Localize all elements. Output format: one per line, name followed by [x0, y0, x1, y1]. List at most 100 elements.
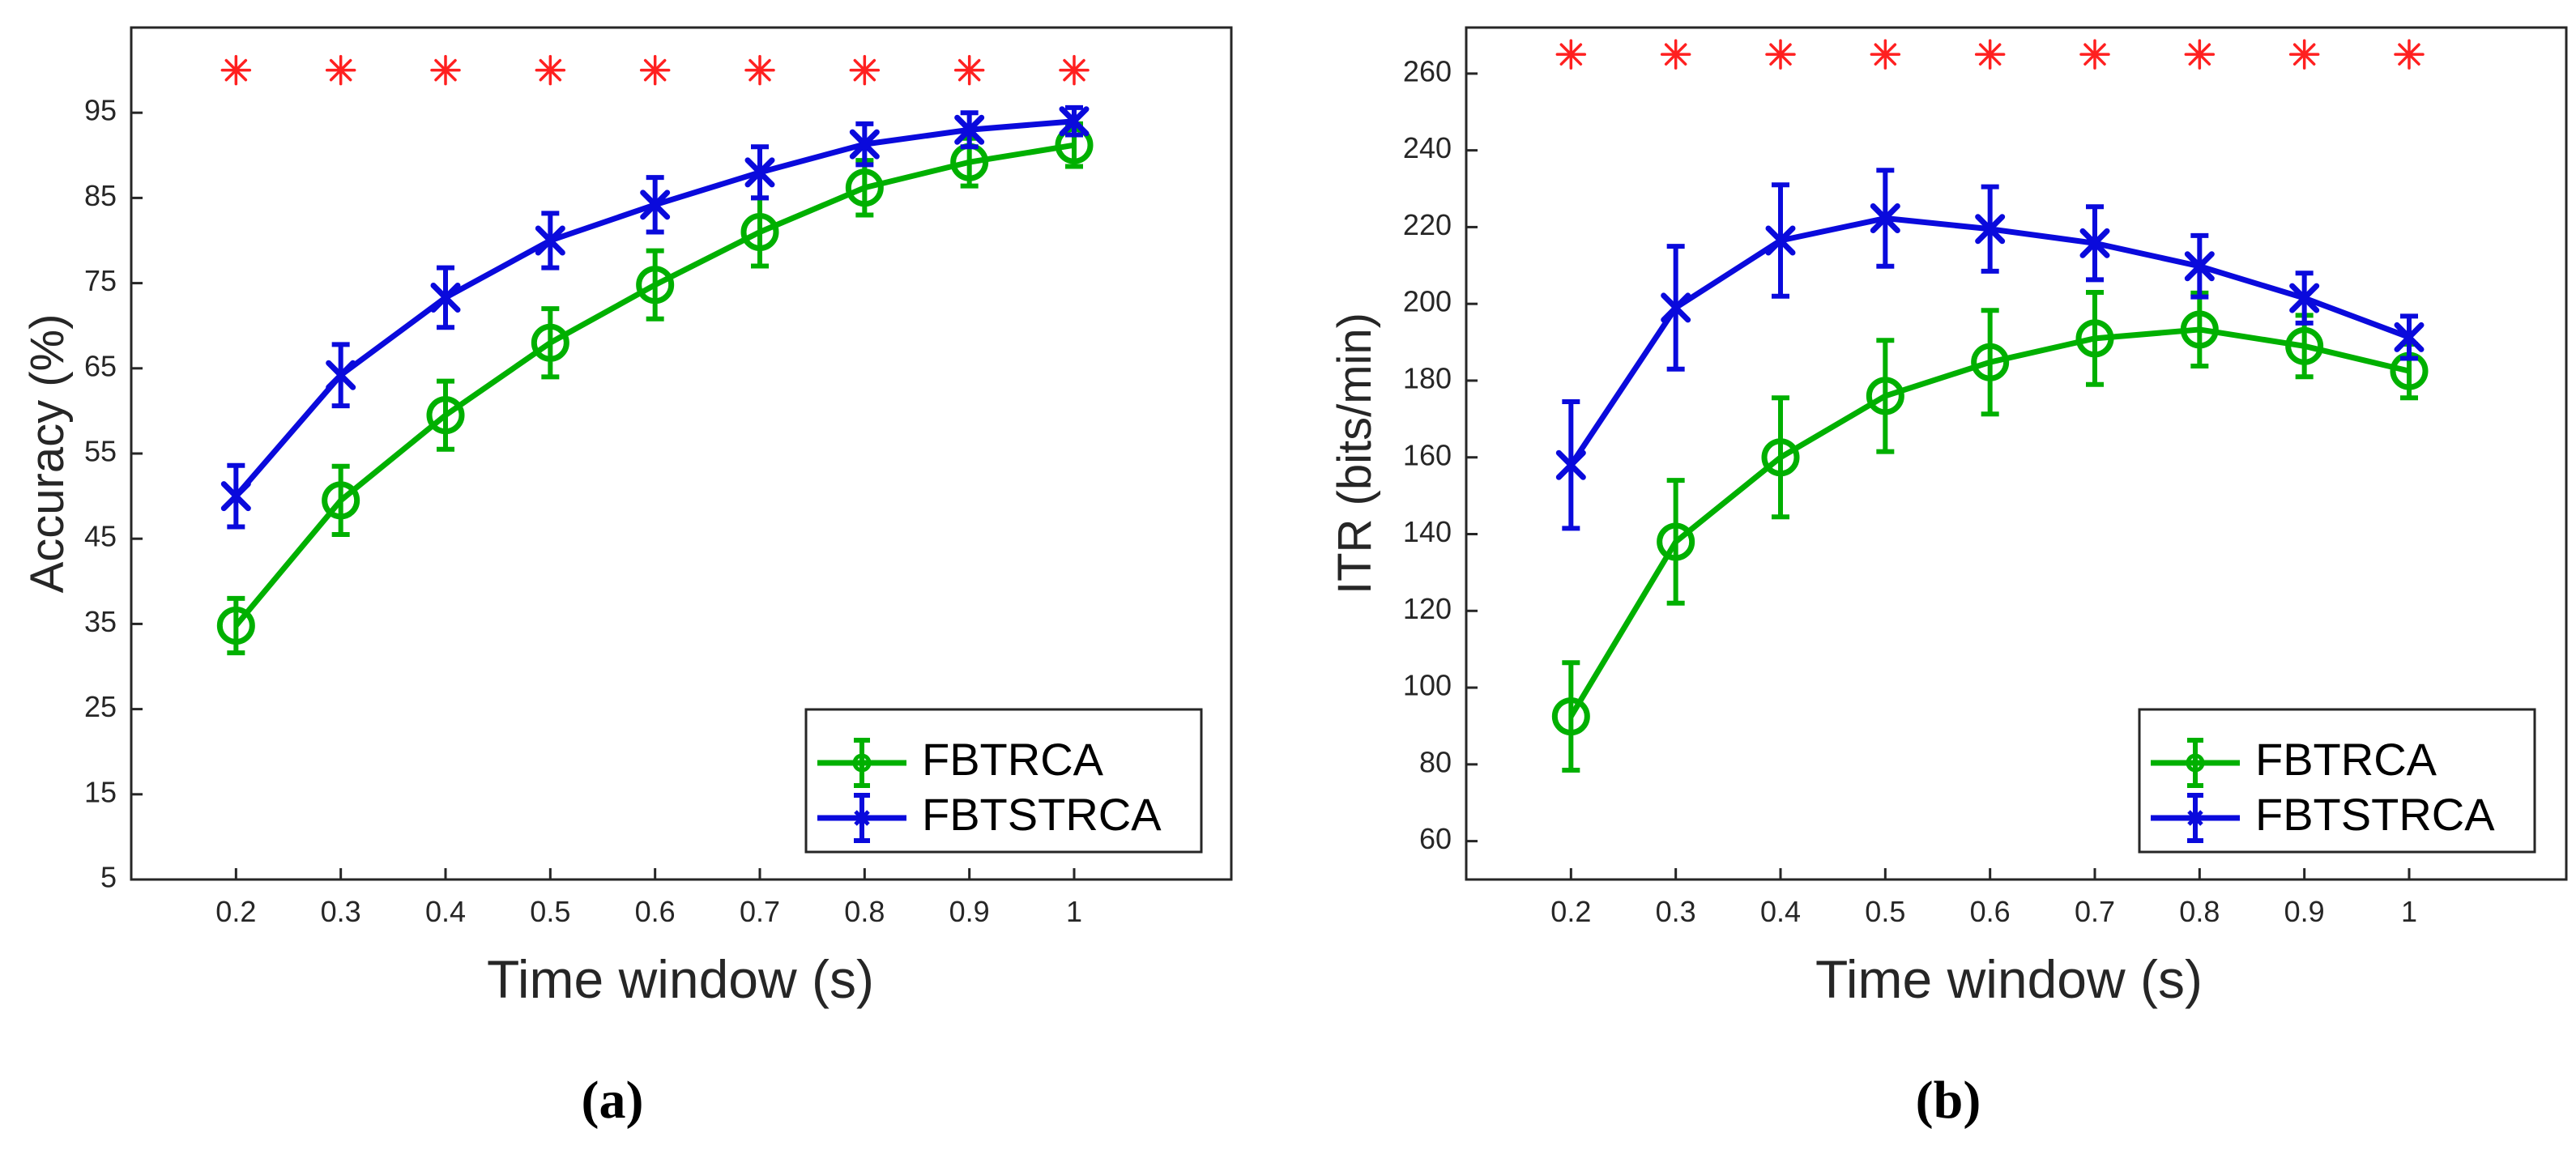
error-bar-fbtrca [1666, 478, 1685, 606]
data-point-fbtstrca [1661, 292, 1691, 323]
significance-asterisk [325, 54, 356, 86]
x-tick-label: 0.3 [1656, 895, 1696, 928]
data-point-fbtrca [1971, 343, 2010, 381]
x-ticks-b: 0.2 0.3 0.4 0.5 0.6 0.7 0.8 0.9 1 [1550, 868, 2417, 928]
data-point-fbtstrca [326, 360, 356, 390]
significance-asterisk [849, 54, 881, 86]
significance-asterisk [2394, 39, 2425, 70]
y-tick-label: 160 [1403, 438, 1452, 471]
y-tick-label: 15 [84, 775, 117, 808]
y-tick-label: 25 [84, 690, 117, 723]
data-point-fbtstrca [640, 190, 671, 220]
legend-box-b [2138, 708, 2536, 854]
series-fbtrca [1551, 289, 2429, 773]
y-ticks-b: 60 80 100 120 140 160 180 200 220 240 260 [1403, 54, 1478, 855]
significance-asterisk [953, 54, 985, 86]
error-bar-fbtrca [331, 463, 350, 537]
x-tick-label: 0.7 [740, 895, 780, 928]
series-fbtstrca [1555, 168, 2425, 531]
y-tick-label: 95 [84, 94, 117, 127]
x-tick-label: 0.2 [215, 895, 256, 928]
x-tick-label: 0.8 [2179, 895, 2220, 928]
data-point-fbtstrca [1975, 214, 2006, 245]
legend-symbol-fbtrca [2151, 738, 2240, 788]
y-tick-label: 80 [1419, 745, 1452, 778]
error-bar-fbtrca [2086, 289, 2104, 387]
data-point-fbtstrca [849, 129, 880, 160]
data-point-fbtstrca [535, 225, 565, 256]
x-tick-label: 0.8 [844, 895, 885, 928]
significance-asterisk [1870, 39, 1901, 70]
x-tick-label: 1 [1066, 895, 1082, 928]
data-point-fbtrca [2075, 319, 2114, 358]
legend-label-fbtrca-a: FBTRCA [922, 734, 1104, 785]
data-point-fbtrca [740, 212, 779, 251]
y-tick-label: 260 [1403, 54, 1452, 87]
error-bar-fbtrca [1562, 660, 1580, 773]
error-bar-fbtrca [1981, 308, 1999, 417]
data-point-fbtrca [2180, 310, 2219, 349]
significance-asterisk [220, 54, 252, 86]
panel-caption-a: (a) [582, 1071, 644, 1130]
y-axis-label-a: Accuracy (%) [21, 314, 74, 594]
error-bar-fbtrca [646, 248, 664, 322]
data-point-fbtstrca [2184, 251, 2215, 282]
data-point-fbtstrca [220, 481, 251, 512]
significance-asterisk [1059, 54, 1090, 86]
legend-label-fbtstrca-a: FBTSTRCA [922, 789, 1162, 840]
data-point-fbtstrca [954, 114, 985, 145]
x-ticks-a: 0.2 0.3 0.4 0.5 0.6 0.7 0.8 0.9 1 [215, 868, 1082, 928]
significance-asterisk [639, 54, 671, 86]
data-point-fbtrca [636, 266, 675, 305]
y-tick-label: 5 [100, 861, 117, 894]
y-tick-label: 120 [1403, 592, 1452, 625]
legend-a: FBTRCA FBTSTRCA [804, 708, 1203, 854]
data-point-fbtstrca [744, 157, 775, 188]
data-point-fbtrca [1551, 697, 1590, 736]
significance-asterisk [1974, 39, 2006, 70]
x-tick-label: 1 [2401, 895, 2417, 928]
x-axis-label-b: Time window (s) [1815, 949, 2203, 1009]
data-point-fbtstrca [430, 282, 461, 313]
error-bar-fbtrca [1772, 395, 1789, 520]
y-tick-label: 65 [84, 349, 117, 382]
data-point-fbtstrca [2289, 283, 2320, 313]
y-tick-label: 60 [1419, 822, 1452, 855]
significance-asterisk [2079, 39, 2110, 70]
panel-caption-b: (b) [1916, 1071, 1981, 1130]
data-point-fbtstrca [1870, 203, 1900, 234]
series-fbtstrca [220, 104, 1090, 530]
x-tick-label: 0.4 [1760, 895, 1801, 928]
y-tick-label: 55 [84, 435, 117, 468]
data-point-fbtrca [322, 481, 360, 520]
y-tick-label: 240 [1403, 131, 1452, 164]
legend-box-a [804, 708, 1203, 854]
x-tick-label: 0.5 [530, 895, 570, 928]
significance-asterisk [2288, 39, 2320, 70]
data-point-fbtrca [2285, 326, 2324, 365]
data-point-fbtstrca [1555, 449, 1586, 480]
series-a [216, 104, 1094, 656]
y-tick-label: 100 [1403, 669, 1452, 702]
x-tick-label: 0.3 [321, 895, 361, 928]
y-axis-label-b: ITR (bits/min) [1329, 313, 1381, 594]
y-tick-label: 180 [1403, 361, 1452, 394]
x-tick-label: 0.6 [635, 895, 676, 928]
error-bar-fbtrca [1876, 338, 1895, 454]
significance-asterisk [1555, 39, 1587, 70]
data-point-fbtstrca [2079, 228, 2110, 258]
significance-asterisk [1660, 39, 1691, 70]
legend-symbol-fbtrca [817, 738, 906, 788]
series-b [1551, 168, 2429, 773]
x-tick-label: 0.7 [2075, 895, 2115, 928]
x-tick-label: 0.5 [1865, 895, 1905, 928]
y-tick-label: 140 [1403, 515, 1452, 548]
error-bar-fbtrca [541, 306, 560, 380]
x-tick-label: 0.9 [2284, 895, 2325, 928]
data-point-fbtstrca [2394, 322, 2425, 352]
significance-asterisk [430, 54, 461, 86]
legend-symbol-fbtstrca [817, 793, 906, 843]
